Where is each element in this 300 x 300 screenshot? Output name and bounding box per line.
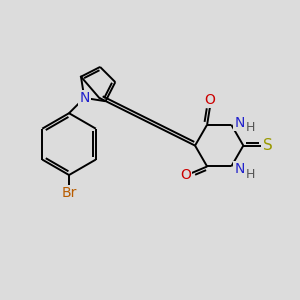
Text: O: O: [205, 93, 215, 107]
Text: O: O: [180, 168, 191, 182]
Text: H: H: [246, 168, 255, 181]
Text: H: H: [246, 121, 255, 134]
Text: N: N: [234, 116, 244, 130]
Text: S: S: [262, 138, 272, 153]
Text: N: N: [234, 162, 244, 176]
Text: Br: Br: [61, 186, 77, 200]
Text: N: N: [79, 91, 89, 105]
